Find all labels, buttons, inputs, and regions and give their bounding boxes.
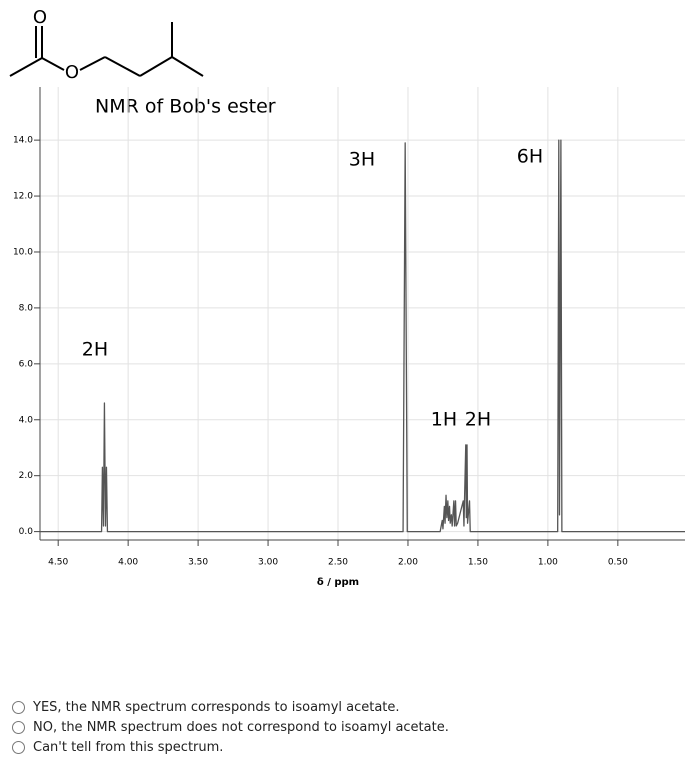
annotation: 6H	[517, 146, 543, 168]
y-tick-label: 4.0	[19, 415, 34, 425]
radio-button[interactable]	[12, 741, 25, 754]
x-tick-label: 2.50	[328, 558, 348, 568]
x-tick-label: 1.00	[538, 558, 558, 568]
chart-title: NMR of Bob's ester	[95, 96, 276, 118]
option-text[interactable]: NO, the NMR spectrum does not correspond…	[33, 720, 449, 735]
x-tick-label: 0.50	[608, 558, 628, 568]
annotation: 3H	[349, 149, 375, 171]
y-tick-label: 14.0	[13, 136, 33, 146]
x-tick-label: 1.50	[468, 558, 488, 568]
radio-button[interactable]	[12, 701, 25, 714]
y-tick-label: 2.0	[19, 471, 34, 481]
molecule	[9, 22, 204, 77]
y-tick-label: 12.0	[13, 192, 33, 202]
x-tick-label: 3.50	[188, 558, 208, 568]
x-tick-label: 4.00	[118, 558, 138, 568]
radio-button[interactable]	[12, 721, 25, 734]
radio-option[interactable]: Can't tell from this spectrum.	[12, 740, 223, 755]
atom-label: O	[33, 7, 47, 28]
y-tick-label: 0.0	[19, 527, 34, 537]
chart: O O NMR of Bob's ester δ / ppm 4.50 4.00 3…	[9, 7, 685, 588]
option-text[interactable]: Can't tell from this spectrum.	[33, 740, 224, 755]
y-tick-label: 8.0	[19, 303, 34, 313]
annotation: 1H	[431, 409, 457, 431]
atom-label: O	[65, 62, 79, 83]
annotation: 2H	[82, 339, 108, 361]
annotation: 2H	[465, 409, 491, 431]
y-tick-label: 10.0	[13, 247, 33, 257]
spectrum-line	[40, 139, 685, 533]
radio-option[interactable]: NO, the NMR spectrum does not correspond…	[12, 720, 449, 735]
option-text[interactable]: YES, the NMR spectrum corresponds to iso…	[33, 700, 400, 715]
x-tick-label: 2.00	[398, 558, 418, 568]
x-tick-label: 3.00	[258, 558, 278, 568]
x-axis-label: δ / ppm	[317, 577, 359, 588]
x-tick-label: 4.50	[48, 558, 68, 568]
radio-option[interactable]: YES, the NMR spectrum corresponds to iso…	[12, 700, 400, 715]
y-tick-label: 6.0	[19, 359, 34, 369]
